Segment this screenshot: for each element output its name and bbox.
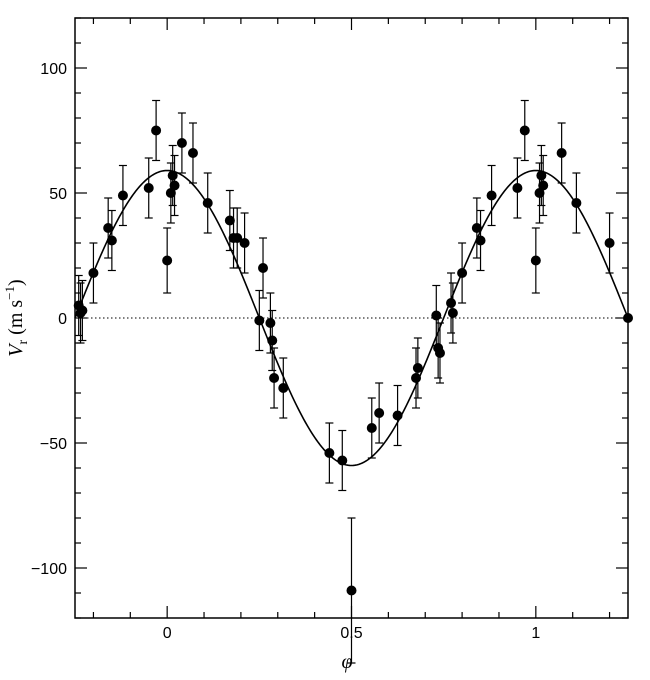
x-axis-label: φ	[341, 651, 352, 673]
data-point	[623, 313, 633, 323]
data-point	[162, 255, 173, 266]
data-point	[604, 238, 615, 248]
data-point	[324, 448, 335, 458]
data-point	[411, 373, 422, 383]
data-point	[176, 138, 187, 148]
data-point	[165, 188, 176, 198]
data-point	[232, 233, 243, 243]
y-tick-label: 0	[58, 311, 67, 328]
data-point	[77, 305, 88, 316]
x-tick-label: 0	[163, 625, 172, 642]
data-point	[103, 223, 114, 233]
data-point	[447, 308, 458, 318]
data-point	[512, 183, 523, 193]
data-point	[431, 310, 442, 321]
data-point	[254, 315, 265, 326]
data-point	[224, 215, 235, 226]
y-tick-label: 100	[40, 61, 67, 78]
y-tick-label: 50	[49, 186, 67, 203]
data-point	[239, 238, 250, 248]
y-tick-label: −50	[40, 436, 67, 453]
data-point	[258, 263, 269, 273]
data-point	[475, 235, 486, 246]
x-tick-label: 1	[531, 625, 540, 642]
data-point	[457, 268, 468, 278]
y-axis-label: Vr (m s−1)	[2, 279, 31, 356]
data-point	[366, 423, 377, 433]
data-point	[471, 223, 482, 233]
data-point	[151, 125, 162, 136]
data-point	[534, 188, 545, 198]
data-point	[519, 125, 530, 136]
data-point	[88, 268, 99, 278]
data-point	[202, 198, 213, 208]
data-point	[265, 318, 276, 328]
data-point	[434, 348, 445, 358]
data-point	[167, 170, 178, 181]
model-curve	[74, 169, 629, 467]
data-point	[337, 455, 348, 466]
data-point	[392, 410, 403, 421]
data-point	[571, 198, 582, 208]
data-point	[267, 335, 278, 346]
data-point	[106, 235, 117, 246]
data-point	[486, 190, 497, 201]
y-tick-label: −100	[31, 561, 67, 578]
data-points	[73, 125, 633, 596]
data-point	[374, 408, 385, 418]
data-point	[556, 148, 567, 158]
data-point	[530, 255, 541, 266]
data-point	[269, 373, 280, 383]
data-point	[538, 180, 549, 191]
data-point	[278, 383, 289, 393]
data-point	[143, 183, 154, 193]
data-point	[412, 363, 423, 373]
data-point	[169, 180, 180, 191]
sine-fit-curve	[74, 169, 629, 467]
data-point	[117, 190, 128, 201]
data-point	[446, 298, 457, 308]
data-point	[346, 585, 357, 596]
error-bars	[74, 99, 614, 664]
data-point	[187, 148, 198, 158]
data-point	[536, 170, 547, 181]
axis-ticks	[75, 17, 628, 619]
